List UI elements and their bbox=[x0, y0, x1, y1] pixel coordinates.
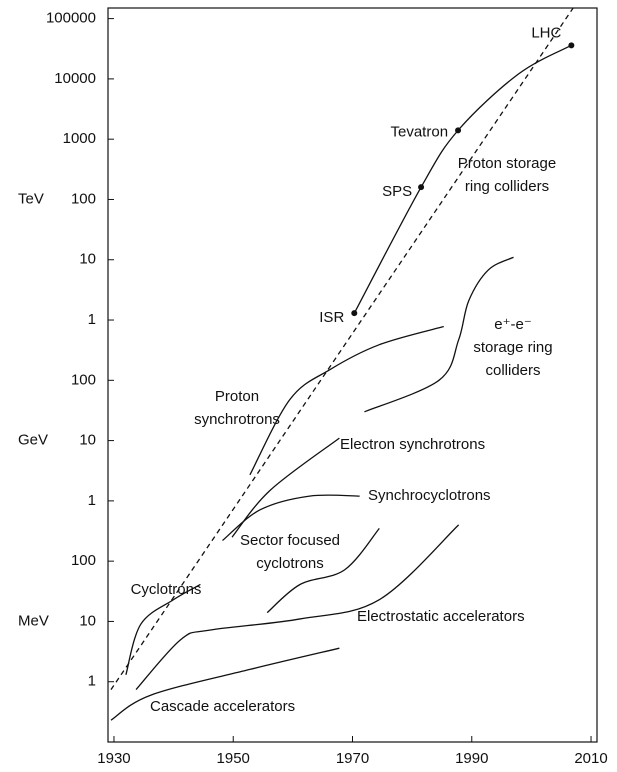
y-tick-label: 10 bbox=[79, 432, 96, 449]
curve-label: synchrotrons bbox=[194, 411, 280, 428]
curve-label: Synchrocyclotrons bbox=[368, 487, 491, 504]
curve bbox=[231, 437, 340, 538]
curve-label: Electrostatic accelerators bbox=[357, 608, 525, 625]
point bbox=[568, 42, 575, 49]
y-tick-label: 10000 bbox=[54, 70, 96, 87]
curve bbox=[249, 325, 444, 476]
x-tick-label: 1950 bbox=[217, 750, 250, 767]
y-tick-label: 10 bbox=[79, 251, 96, 268]
curve-label: e⁺-e⁻ bbox=[494, 316, 532, 333]
point-label: ISR bbox=[319, 309, 344, 326]
trend-line bbox=[110, 8, 574, 690]
y-tick-label: 100 bbox=[71, 190, 96, 207]
curve bbox=[125, 583, 201, 676]
curve-label: storage ring bbox=[473, 339, 552, 356]
point bbox=[455, 127, 462, 134]
curve bbox=[364, 256, 514, 413]
curve-label: Electron synchrotrons bbox=[340, 436, 485, 453]
point-label: SPS bbox=[382, 183, 412, 200]
y-tick-label: 1 bbox=[88, 492, 96, 509]
x-tick-label: 1930 bbox=[97, 750, 130, 767]
point bbox=[351, 310, 358, 317]
curve-label: Proton bbox=[215, 388, 259, 405]
point bbox=[418, 184, 425, 191]
point-label: Tevatron bbox=[391, 123, 449, 140]
curve-label: Proton storage bbox=[458, 155, 556, 172]
x-tick-label: 1990 bbox=[455, 750, 488, 767]
curve-label: Sector focused bbox=[240, 532, 340, 549]
curve-label: ring colliders bbox=[465, 178, 549, 195]
y-tick-label: 1000 bbox=[63, 130, 96, 147]
y-tick-label: 100 bbox=[71, 552, 96, 569]
unit-label: MeV bbox=[18, 612, 49, 629]
curve-label: cyclotrons bbox=[256, 555, 324, 572]
curve bbox=[266, 527, 380, 614]
x-tick-label: 1970 bbox=[336, 750, 369, 767]
unit-label: GeV bbox=[18, 432, 48, 449]
curve-label: colliders bbox=[485, 362, 540, 379]
curve-label: Cascade accelerators bbox=[150, 698, 295, 715]
curve bbox=[135, 524, 460, 691]
curve bbox=[110, 647, 340, 721]
curve bbox=[222, 494, 360, 542]
curve-label: Cyclotrons bbox=[131, 581, 202, 598]
x-tick-label: 2010 bbox=[574, 750, 607, 767]
curve bbox=[353, 44, 572, 314]
y-tick-label: 10 bbox=[79, 612, 96, 629]
y-tick-label: 100000 bbox=[46, 10, 96, 27]
y-tick-label: 100 bbox=[71, 371, 96, 388]
unit-label: TeV bbox=[18, 190, 44, 207]
point-label: LHC bbox=[531, 24, 561, 41]
y-tick-label: 1 bbox=[88, 311, 96, 328]
y-tick-label: 1 bbox=[88, 673, 96, 690]
